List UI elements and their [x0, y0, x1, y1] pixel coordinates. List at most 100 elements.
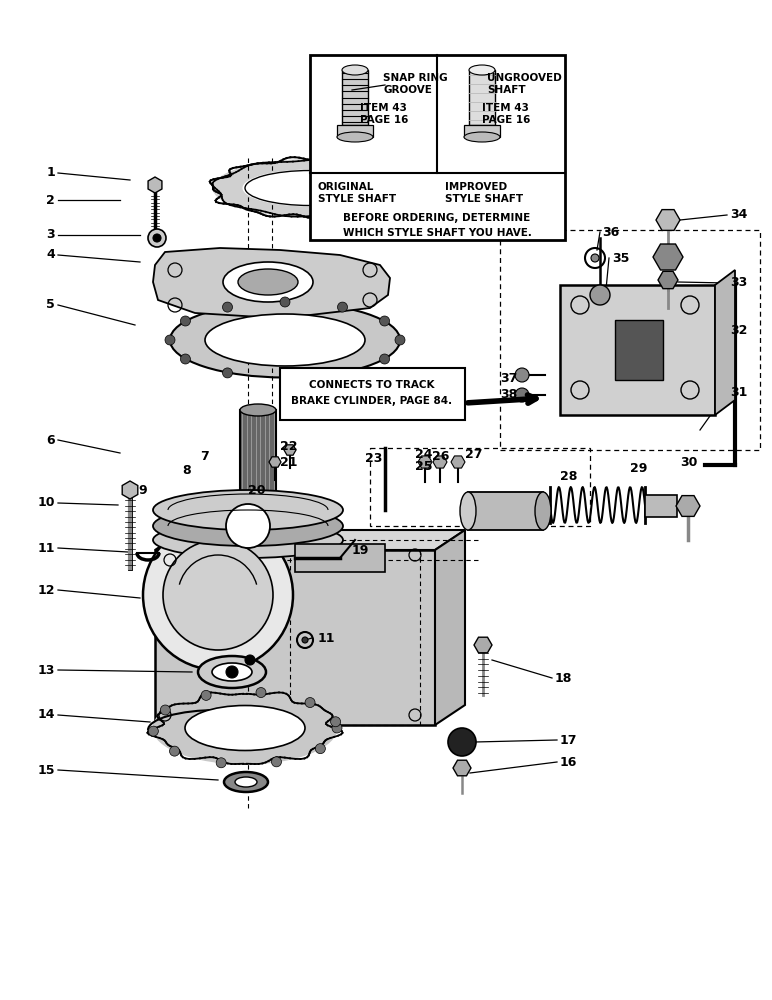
Circle shape: [165, 335, 175, 345]
Ellipse shape: [212, 159, 408, 217]
Ellipse shape: [469, 65, 495, 75]
FancyBboxPatch shape: [337, 125, 373, 137]
Text: 17: 17: [560, 734, 577, 746]
Text: 37: 37: [500, 371, 517, 384]
Circle shape: [380, 316, 390, 326]
FancyBboxPatch shape: [615, 320, 663, 380]
FancyBboxPatch shape: [560, 285, 715, 415]
FancyBboxPatch shape: [645, 495, 677, 517]
Text: 27: 27: [465, 448, 482, 462]
Circle shape: [272, 757, 282, 767]
Ellipse shape: [198, 656, 266, 688]
Circle shape: [148, 229, 166, 247]
Polygon shape: [418, 456, 432, 468]
Ellipse shape: [205, 314, 365, 366]
FancyBboxPatch shape: [342, 70, 368, 125]
Text: ITEM 43: ITEM 43: [360, 103, 407, 113]
Text: 35: 35: [612, 251, 629, 264]
Text: 31: 31: [730, 385, 747, 398]
Ellipse shape: [170, 302, 400, 377]
Polygon shape: [474, 637, 492, 653]
Polygon shape: [656, 210, 680, 230]
Circle shape: [395, 335, 405, 345]
Text: 25: 25: [415, 460, 432, 474]
Circle shape: [226, 504, 270, 548]
Ellipse shape: [342, 65, 368, 75]
Text: 2: 2: [46, 194, 55, 207]
Polygon shape: [153, 248, 390, 317]
Text: 3: 3: [46, 229, 55, 241]
Text: 14: 14: [38, 708, 55, 722]
Polygon shape: [658, 271, 678, 289]
Text: 1: 1: [46, 166, 55, 180]
Circle shape: [302, 637, 308, 643]
Text: CONNECTS TO TRACK: CONNECTS TO TRACK: [310, 380, 435, 390]
Polygon shape: [453, 760, 471, 776]
Circle shape: [181, 316, 191, 326]
Circle shape: [448, 728, 476, 756]
Ellipse shape: [464, 132, 500, 142]
Text: STYLE SHAFT: STYLE SHAFT: [318, 194, 396, 204]
Circle shape: [216, 758, 226, 768]
Text: 8: 8: [182, 464, 191, 477]
Text: 11: 11: [38, 542, 55, 554]
Ellipse shape: [223, 262, 313, 302]
Text: 19: 19: [352, 544, 369, 556]
Text: 30: 30: [680, 456, 697, 468]
Ellipse shape: [240, 404, 276, 416]
Circle shape: [148, 726, 158, 736]
Circle shape: [226, 666, 238, 678]
Text: 5: 5: [46, 298, 55, 312]
Circle shape: [337, 368, 347, 378]
Text: SNAP RING: SNAP RING: [383, 73, 448, 83]
Circle shape: [515, 368, 529, 382]
Polygon shape: [676, 496, 700, 516]
Circle shape: [143, 520, 293, 670]
Polygon shape: [433, 456, 447, 468]
Circle shape: [153, 234, 161, 242]
Text: 18: 18: [555, 672, 572, 684]
Circle shape: [280, 297, 290, 307]
Text: 38: 38: [500, 388, 517, 401]
Circle shape: [163, 540, 273, 650]
Text: 32: 32: [730, 324, 747, 336]
Text: BRAKE CYLINDER, PAGE 84.: BRAKE CYLINDER, PAGE 84.: [292, 396, 452, 406]
Polygon shape: [451, 456, 465, 468]
Ellipse shape: [185, 706, 305, 750]
Text: 15: 15: [38, 764, 55, 776]
Text: UNGROOVED: UNGROOVED: [487, 73, 562, 83]
Text: 21: 21: [280, 456, 297, 468]
Text: 20: 20: [248, 484, 266, 496]
Circle shape: [222, 368, 232, 378]
Polygon shape: [122, 481, 137, 499]
Ellipse shape: [337, 132, 373, 142]
Text: ORIGINAL: ORIGINAL: [318, 182, 374, 192]
Text: 13: 13: [38, 664, 55, 676]
Circle shape: [315, 744, 325, 754]
Polygon shape: [155, 530, 465, 550]
FancyBboxPatch shape: [295, 544, 385, 572]
Ellipse shape: [240, 491, 276, 503]
Text: 26: 26: [432, 450, 449, 462]
FancyBboxPatch shape: [469, 70, 495, 125]
Circle shape: [161, 705, 171, 715]
Text: 12: 12: [38, 584, 55, 596]
Circle shape: [181, 354, 191, 364]
Text: 23: 23: [365, 452, 382, 464]
Text: SHAFT: SHAFT: [487, 85, 526, 95]
Circle shape: [280, 373, 290, 383]
Text: STYLE SHAFT: STYLE SHAFT: [445, 194, 523, 204]
Ellipse shape: [460, 492, 476, 530]
Ellipse shape: [535, 492, 551, 530]
Text: 6: 6: [46, 434, 55, 446]
Text: 28: 28: [560, 470, 577, 483]
FancyBboxPatch shape: [155, 550, 435, 725]
Circle shape: [332, 723, 342, 733]
Polygon shape: [148, 177, 162, 193]
Ellipse shape: [238, 269, 298, 295]
Ellipse shape: [212, 663, 252, 681]
Circle shape: [256, 688, 266, 698]
Text: 33: 33: [730, 276, 747, 290]
Polygon shape: [715, 270, 735, 415]
Text: 4: 4: [46, 248, 55, 261]
